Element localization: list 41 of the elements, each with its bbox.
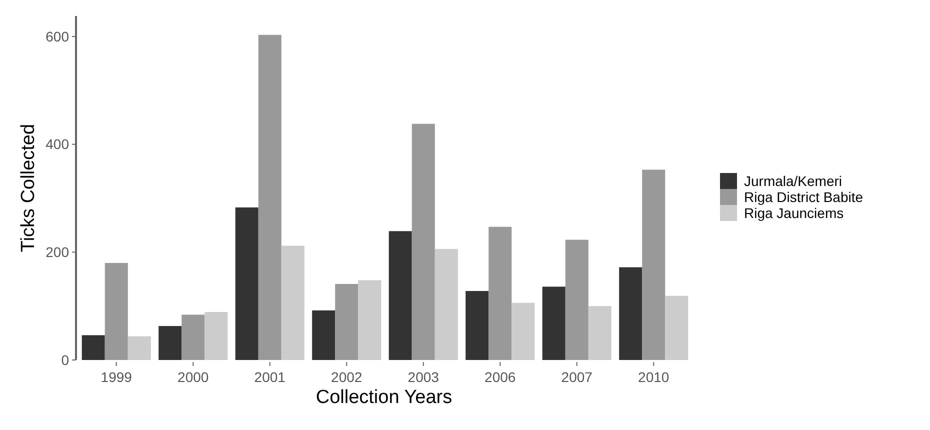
bar (235, 207, 258, 360)
bar (588, 306, 612, 360)
bar (542, 286, 566, 360)
bar (204, 312, 228, 360)
x-tick-label: 2003 (408, 369, 440, 385)
bar (82, 335, 105, 360)
y-tick-label: 400 (46, 136, 70, 152)
bar (158, 326, 182, 360)
y-tick-label: 200 (46, 244, 70, 260)
bar (358, 280, 382, 360)
bar (128, 336, 151, 360)
bar (335, 284, 358, 360)
x-tick-label: 2006 (484, 369, 516, 385)
bar (488, 226, 512, 360)
x-tick-label: 2001 (254, 369, 286, 385)
bar (565, 240, 588, 360)
bar (412, 124, 435, 360)
bar (312, 310, 336, 360)
x-tick-label: 2007 (561, 369, 593, 385)
legend-label: Jurmala/Kemeri (744, 172, 842, 189)
bar (619, 267, 642, 360)
bar (466, 290, 489, 360)
bar (642, 170, 666, 360)
bar (665, 296, 688, 360)
x-tick-label: 2000 (178, 369, 209, 385)
y-axis-title: Ticks Collected (18, 124, 39, 252)
x-axis-title: Collection Years (316, 387, 452, 408)
legend-label: Riga Jaunciems (744, 204, 844, 221)
legend-label: Riga District Babite (744, 188, 864, 205)
bar (182, 314, 205, 360)
bar (512, 302, 535, 360)
x-tick-label: 1999 (100, 369, 132, 385)
bar (434, 248, 458, 360)
x-tick-label: 2002 (331, 369, 362, 385)
y-tick-label: 600 (46, 28, 70, 44)
bar (388, 231, 412, 360)
bar (281, 246, 304, 360)
y-tick-label: 0 (61, 352, 70, 368)
bar (258, 34, 282, 360)
x-tick-label: 2010 (638, 369, 670, 385)
bar (104, 262, 128, 360)
